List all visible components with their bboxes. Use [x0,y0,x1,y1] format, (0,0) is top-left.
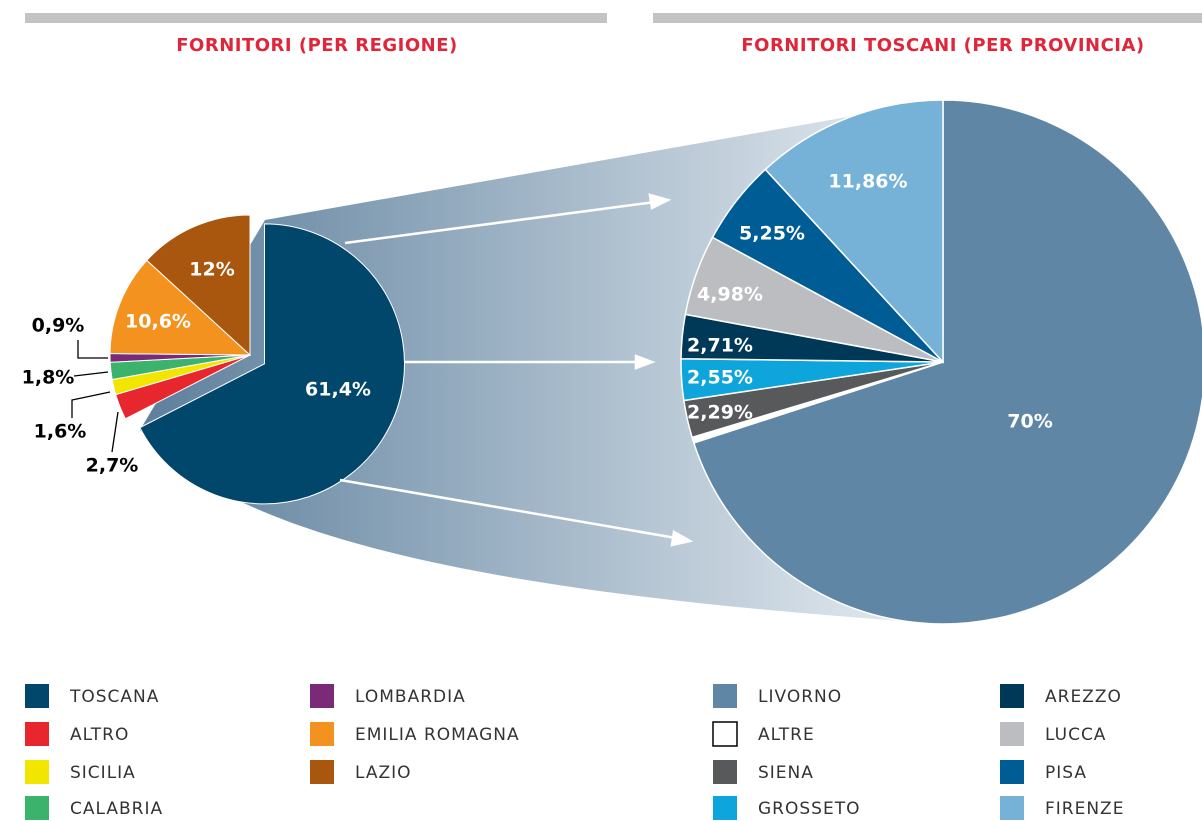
legend-swatch [1000,796,1024,820]
legend-swatch [310,760,334,784]
data-label: 70% [1007,411,1052,433]
data-label: 5,25% [739,223,805,245]
legend-swatch [1000,722,1024,746]
data-label: 1,6% [34,421,87,443]
data-label: 10,6% [125,311,191,333]
marks [109,99,1202,625]
legend-label: LAZIO [355,763,412,783]
legend-label: ALTRO [70,725,129,745]
chart-title: FORNITORI TOSCANI (PER PROVINCIA) [741,35,1144,56]
data-label: 4,98% [697,284,763,306]
legend-label: TOSCANA [69,687,159,707]
legend-swatch [1000,684,1024,708]
data-label: 11,86% [828,171,907,193]
legend-swatch [25,796,49,820]
legend-label: EMILIA ROMAGNA [355,725,520,745]
labels: 61,4% TOSCANA 2,7% ALTRO 1,6% SICILIA 1,8% CALA… [22,171,1124,820]
pie-slice [146,214,251,357]
data-label: 2,71% [687,335,753,357]
leader-line [111,411,119,453]
legend-label: GROSSETO [758,799,860,819]
legend-label: FIRENZE [1045,799,1124,819]
data-label: 1,8% [22,367,75,389]
data-label: 12% [189,259,234,281]
pie-slice [692,99,1202,625]
legend-swatch [712,721,738,747]
legend-swatch [310,684,334,708]
legend-label: LIVORNO [758,687,842,707]
pie-slice [139,223,405,505]
leader-line [77,340,108,359]
leader-line [71,391,111,418]
header-bar [25,13,607,23]
legend-swatch [713,760,737,784]
data-label: 0,9% [32,315,85,337]
legend-swatch [25,760,49,784]
legend-swatch [713,684,737,708]
data-label: 2,29% [687,402,753,424]
legend-swatch [310,722,334,746]
legend-label: LOMBARDIA [355,687,466,707]
legend-swatch [1000,760,1024,784]
data-label: 2,55% [687,367,753,389]
legend-swatch [25,684,49,708]
legend-label: PISA [1045,763,1087,783]
arrows [339,193,694,547]
legend-label: SICILIA [70,763,136,783]
data-label: 61,4% [305,379,371,401]
pie-slice [764,99,944,364]
pie-slice [109,259,252,356]
legend-label: LUCCA [1045,725,1106,745]
legend-label: CALABRIA [70,799,163,819]
legend-label: ALTRE [758,725,815,745]
legend-swatch [25,722,49,746]
header-bar [653,13,1202,23]
legend-label: SIENA [758,763,814,783]
legend-swatch [713,796,737,820]
leader-line [73,371,109,377]
legend-label: AREZZO [1045,687,1122,707]
chart-title: FORNITORI (PER REGIONE) [176,35,457,56]
data-label: 2,7% [86,455,139,477]
